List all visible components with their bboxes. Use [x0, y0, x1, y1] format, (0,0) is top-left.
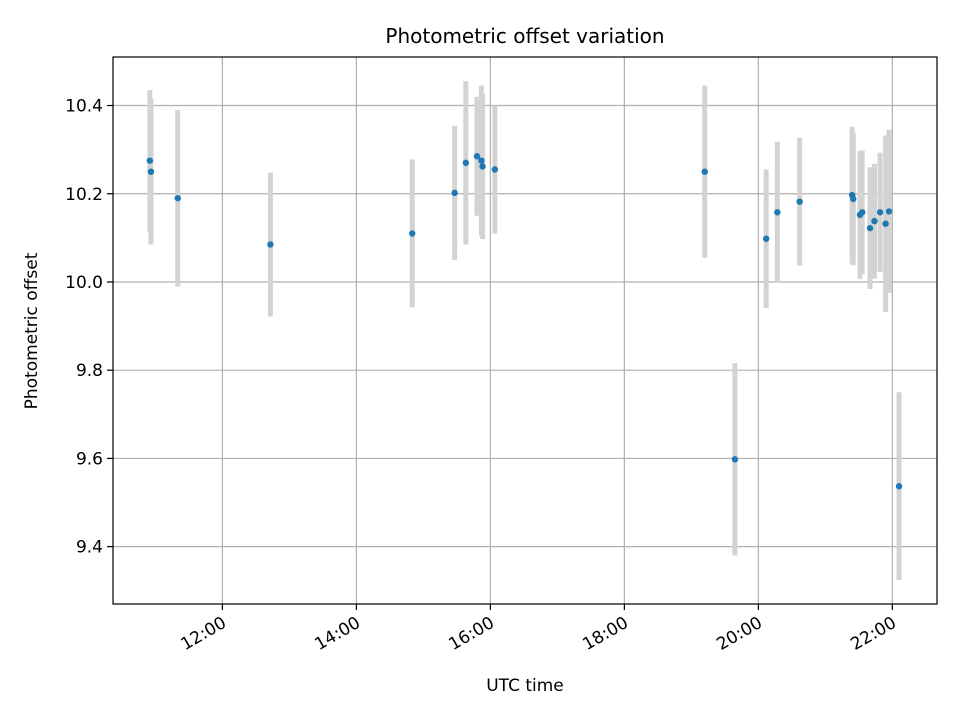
data-point: [478, 157, 485, 164]
y-tick-label: 10.4: [65, 97, 103, 117]
data-point: [866, 224, 874, 232]
data-point: [858, 209, 866, 216]
data-point: [885, 208, 893, 215]
data-point: [174, 194, 181, 202]
data-point: [147, 168, 155, 175]
data-point: [882, 220, 889, 227]
data-point: [451, 189, 458, 197]
y-tick-label: 9.4: [76, 538, 103, 558]
y-tick-label: 9.6: [76, 449, 103, 469]
data-point: [409, 230, 416, 237]
data-point: [462, 159, 470, 167]
data-points: [146, 153, 903, 490]
data-point: [850, 195, 857, 203]
data-point: [731, 456, 739, 463]
chart-title: Photometric offset variation: [385, 24, 664, 48]
data-point: [774, 209, 781, 216]
data-point: [796, 198, 803, 205]
data-point: [473, 153, 481, 160]
y-tick-label: 10.2: [65, 185, 103, 205]
data-point: [895, 483, 903, 490]
plot-frame: [112, 56, 938, 605]
y-tick-label: 9.8: [76, 361, 103, 381]
data-point: [146, 157, 154, 164]
data-point: [267, 241, 274, 248]
y-axis-title: Photometric offset: [22, 252, 42, 409]
data-point: [701, 168, 708, 175]
data-point: [491, 166, 499, 173]
x-axis-title: UTC time: [486, 676, 564, 696]
data-point: [762, 235, 770, 242]
data-point: [479, 163, 486, 170]
y-axis: 9.4 9.6 9.8 10.0 10.2 10.4: [65, 97, 113, 558]
data-point: [871, 217, 878, 225]
data-point: [876, 209, 884, 216]
y-tick-label: 10.0: [65, 273, 103, 293]
